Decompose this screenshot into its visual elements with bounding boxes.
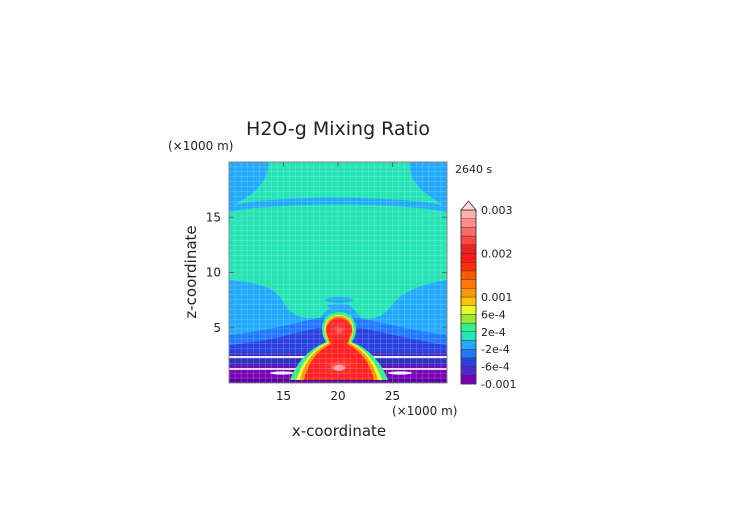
x-unit-label: (×1000 m) bbox=[392, 404, 457, 418]
y-unit-label: (×1000 m) bbox=[168, 139, 233, 153]
colorbar-swatch bbox=[460, 279, 477, 289]
blob-mid-blue bbox=[325, 297, 353, 303]
core-bottom-pink bbox=[333, 365, 345, 371]
colorbar-label: -2e-4 bbox=[481, 343, 510, 356]
band-mid-blue bbox=[229, 197, 447, 212]
colorbar-extend-arrow bbox=[460, 200, 477, 211]
region-upper-green bbox=[229, 207, 447, 319]
colorbar-swatch bbox=[460, 262, 477, 272]
colorbar-swatch bbox=[460, 253, 477, 263]
colorbar-swatch bbox=[460, 314, 477, 324]
colorbar-swatch bbox=[460, 357, 477, 367]
colorbar-label: 2e-4 bbox=[481, 326, 506, 339]
region-top-green bbox=[229, 162, 447, 207]
colorbar-swatch bbox=[460, 296, 477, 306]
chart-title: H2O-g Mixing Ratio bbox=[246, 118, 430, 140]
plot-grid bbox=[229, 162, 447, 383]
colorbar-swatch bbox=[460, 288, 477, 298]
colorbar-swatch bbox=[460, 331, 477, 341]
x-axis-ticks: 15 20 25 bbox=[276, 162, 400, 403]
x-tick-label: 20 bbox=[330, 389, 345, 403]
colorbar-swatch bbox=[460, 227, 477, 237]
x-tick-label: 15 bbox=[276, 389, 291, 403]
colorbar-label: 0.001 bbox=[481, 291, 513, 304]
core-top bbox=[326, 319, 352, 341]
colorbar-label: 0.002 bbox=[481, 248, 513, 261]
colorbar-label: 6e-4 bbox=[481, 308, 506, 321]
colorbar-swatch bbox=[460, 235, 477, 246]
colorbar-swatch bbox=[460, 375, 477, 385]
colorbar-label: 0.003 bbox=[481, 204, 513, 217]
colorbar-swatch bbox=[460, 340, 477, 350]
colorbar-swatch bbox=[460, 322, 477, 333]
x-axis-label: x-coordinate bbox=[292, 422, 386, 440]
colorbar-swatch bbox=[460, 349, 477, 359]
white-spot-right bbox=[388, 371, 412, 375]
colorbar-swatch bbox=[460, 218, 477, 228]
y-tick-label: 10 bbox=[206, 266, 221, 280]
time-label: 2640 s bbox=[455, 163, 492, 176]
colorbar-label: -6e-4 bbox=[481, 361, 510, 374]
colorbar-swatch bbox=[460, 305, 477, 315]
colorbar-swatch bbox=[460, 209, 477, 219]
y-tick-label: 5 bbox=[213, 321, 221, 335]
colorbar: 0.003 0.002 0.001 6e-4 2e-4 -2e-4 -6e-4 -0.001 bbox=[460, 200, 516, 391]
y-axis-label: z-coordinate bbox=[182, 225, 200, 318]
white-spot-left bbox=[270, 371, 294, 375]
colorbar-swatch bbox=[460, 244, 477, 254]
colorbar-swatch bbox=[460, 270, 477, 280]
colorbar-swatch bbox=[460, 366, 477, 376]
contour-field bbox=[229, 162, 447, 383]
y-axis-ticks: 5 10 15 bbox=[206, 210, 447, 335]
blob-mid-blue-2 bbox=[327, 303, 351, 309]
colorbar-label: -0.001 bbox=[481, 378, 516, 391]
y-tick-label: 15 bbox=[206, 210, 221, 224]
x-tick-label: 25 bbox=[385, 389, 400, 403]
